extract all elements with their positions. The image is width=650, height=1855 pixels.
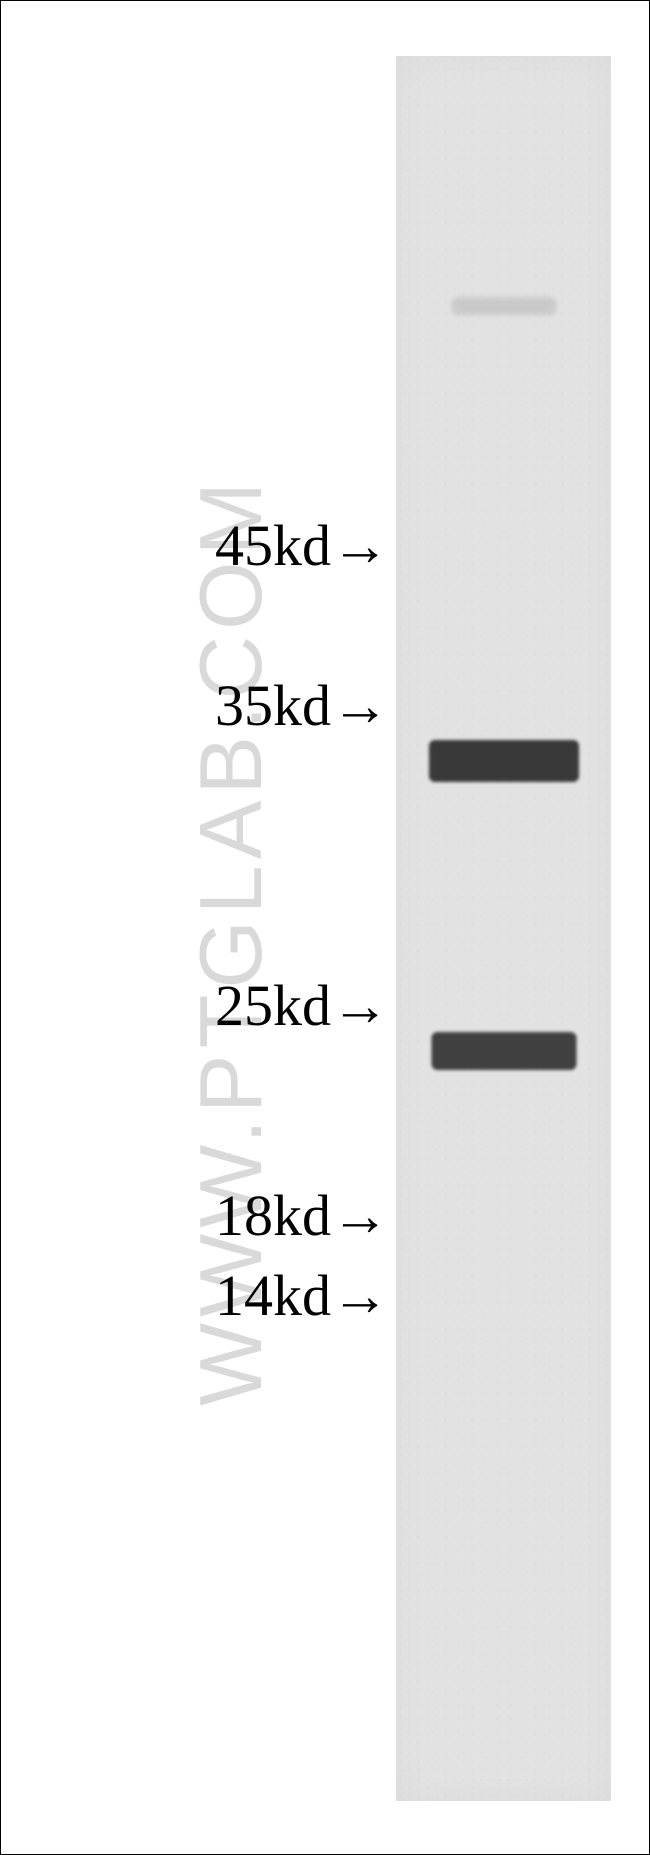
mw-marker-label: 14kd [215, 1262, 331, 1329]
mw-marker-label: 18kd [215, 1182, 331, 1249]
mw-marker-label: 45kd [215, 512, 331, 579]
mw-marker: 18kd→ [215, 1182, 389, 1249]
mw-marker-label: 25kd [215, 972, 331, 1039]
mw-marker-label: 35kd [215, 672, 331, 739]
blot-band [451, 297, 556, 315]
arrow-right-icon: → [331, 672, 389, 739]
mw-marker: 14kd→ [215, 1262, 389, 1329]
blot-lane [396, 56, 611, 1801]
arrow-right-icon: → [331, 512, 389, 579]
mw-marker: 25kd→ [215, 972, 389, 1039]
blot-band [429, 740, 579, 782]
mw-marker: 45kd→ [215, 512, 389, 579]
figure-container: WWW.PTGLAB.COM 45kd→35kd→25kd→18kd→14kd→ [1, 1, 649, 1854]
arrow-right-icon: → [331, 1262, 389, 1329]
blot-band [431, 1032, 576, 1070]
mw-marker: 35kd→ [215, 672, 389, 739]
arrow-right-icon: → [331, 972, 389, 1039]
arrow-right-icon: → [331, 1182, 389, 1249]
